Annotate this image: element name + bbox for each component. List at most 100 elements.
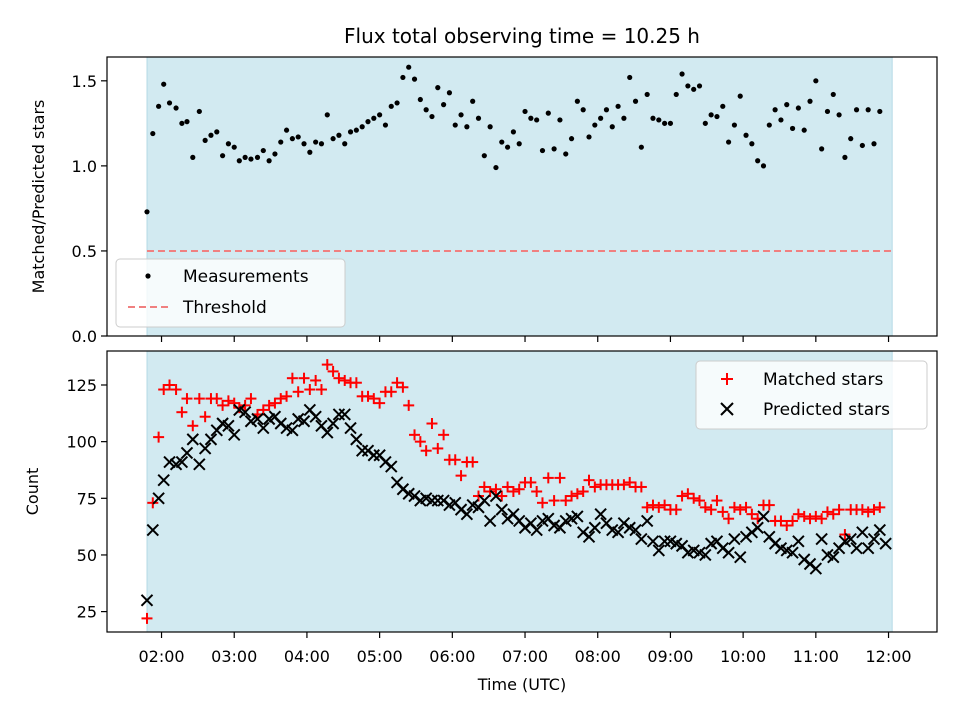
matched-stars-point (792, 508, 804, 520)
measurement-point (283, 127, 290, 133)
measurement-point (150, 130, 156, 137)
x-tick-label: 02:00 (138, 647, 184, 666)
measurement-point (807, 98, 813, 104)
predicted-stars-point (198, 442, 212, 455)
matched-stars-point (269, 397, 281, 409)
matched-stars-point (478, 481, 490, 493)
matched-stars-point (525, 476, 537, 488)
predicted-stars-point (175, 455, 189, 469)
measurement-point (592, 122, 598, 128)
matched-stars-point (181, 393, 193, 405)
predicted-stars-point (629, 523, 642, 537)
count-panel: 25 50 75 100 125 02:00 03:00 04:00 05:00 06:00 07… (23, 350, 938, 666)
predicted-stars-point (571, 510, 584, 523)
matched-stars-point (589, 481, 601, 493)
matched-stars-point (217, 399, 229, 411)
measurement-point (627, 74, 633, 81)
x-tick-label: 04:00 (284, 647, 330, 666)
chart-title: Flux total observing time = 10.25 h (344, 24, 700, 48)
count-legend-box (695, 360, 928, 430)
matched-stars-point (618, 479, 630, 491)
measurement-point (720, 103, 726, 109)
predicted-stars-point (588, 521, 602, 534)
count-axes-frame (106, 350, 938, 633)
matched-stars-point (746, 508, 758, 520)
predicted-stars-point (244, 415, 258, 428)
matched-stars-point (158, 384, 170, 396)
matched-stars-point (827, 508, 839, 520)
predicted-stars-point (228, 428, 241, 442)
predicted-stars-point (809, 562, 823, 575)
predicted-stars-point (152, 492, 165, 505)
measurement-point (545, 110, 551, 116)
legend-measurements-marker (145, 273, 151, 279)
measurement-point (166, 100, 173, 106)
measurement-point (522, 108, 528, 115)
measurement-point (650, 115, 656, 121)
matched-stars-point (420, 445, 432, 457)
ratio-legend: Measurements Threshold (115, 258, 346, 328)
x-tick-label: 09:00 (647, 647, 693, 666)
x-tick-label: 12:00 (865, 647, 911, 666)
legend-predicted-marker (720, 402, 734, 416)
matched-stars-point (705, 504, 717, 516)
matched-stars-point (315, 384, 327, 396)
measurement-point (394, 100, 400, 106)
predicted-stars-point (297, 415, 311, 428)
predicted-stars-point (163, 455, 176, 469)
count-marks (140, 359, 892, 624)
y-tick-label: 0.0 (72, 327, 97, 346)
measurement-point (481, 153, 487, 159)
measurement-point (824, 108, 831, 115)
y-tick-label: 125 (66, 376, 97, 395)
matched-stars-point (659, 499, 671, 511)
measurement-point (464, 124, 470, 130)
measurement-point (830, 91, 836, 98)
measurement-point (871, 141, 877, 147)
measurement-point (685, 83, 691, 89)
predicted-stars-point (786, 546, 799, 559)
y-tick-label: 1.0 (72, 157, 97, 176)
measurement-point (708, 112, 714, 118)
matched-stars-point (728, 501, 740, 513)
measurement-point (563, 151, 569, 157)
measurement-point (423, 107, 429, 113)
predicted-stars-point (856, 526, 869, 539)
measurement-point (458, 112, 464, 118)
matched-stars-point (874, 501, 886, 513)
predicted-stars-point (734, 551, 747, 564)
predicted-stars-point (658, 535, 671, 548)
measurement-point (638, 144, 644, 150)
predicted-stars-point (146, 523, 160, 537)
measurement-point (621, 115, 627, 121)
measurement-point (853, 107, 860, 113)
predicted-stars-point (815, 532, 828, 546)
matched-stars-point (170, 384, 182, 396)
legend-predicted-label: Predicted stars (763, 400, 890, 420)
measurement-point (598, 115, 604, 121)
measurement-point (772, 107, 778, 113)
measurement-point (359, 124, 365, 130)
matched-stars-point (787, 515, 799, 527)
measurement-point (574, 98, 580, 104)
predicted-stars-point (157, 473, 170, 487)
matched-stars-point (676, 490, 688, 502)
measurement-point (184, 119, 190, 125)
measurement-point (452, 122, 458, 128)
measurement-point (696, 83, 703, 89)
measurement-point (208, 132, 214, 138)
measurement-point (388, 103, 394, 109)
measurement-point (179, 120, 185, 126)
matched-stars-point (467, 456, 479, 468)
y-tick-label: 25 (77, 603, 97, 622)
x-tick-label: 08:00 (575, 647, 621, 666)
measurement-point (859, 142, 865, 149)
matched-stars-point (298, 372, 310, 384)
matched-stars-point (333, 372, 345, 384)
predicted-stars-point (431, 494, 444, 507)
measurement-point (173, 105, 179, 111)
matched-stars-point (281, 390, 293, 402)
count-legend: Matched stars Predicted stars (695, 360, 928, 430)
measurement-point (609, 124, 615, 130)
measurement-point (795, 105, 801, 111)
